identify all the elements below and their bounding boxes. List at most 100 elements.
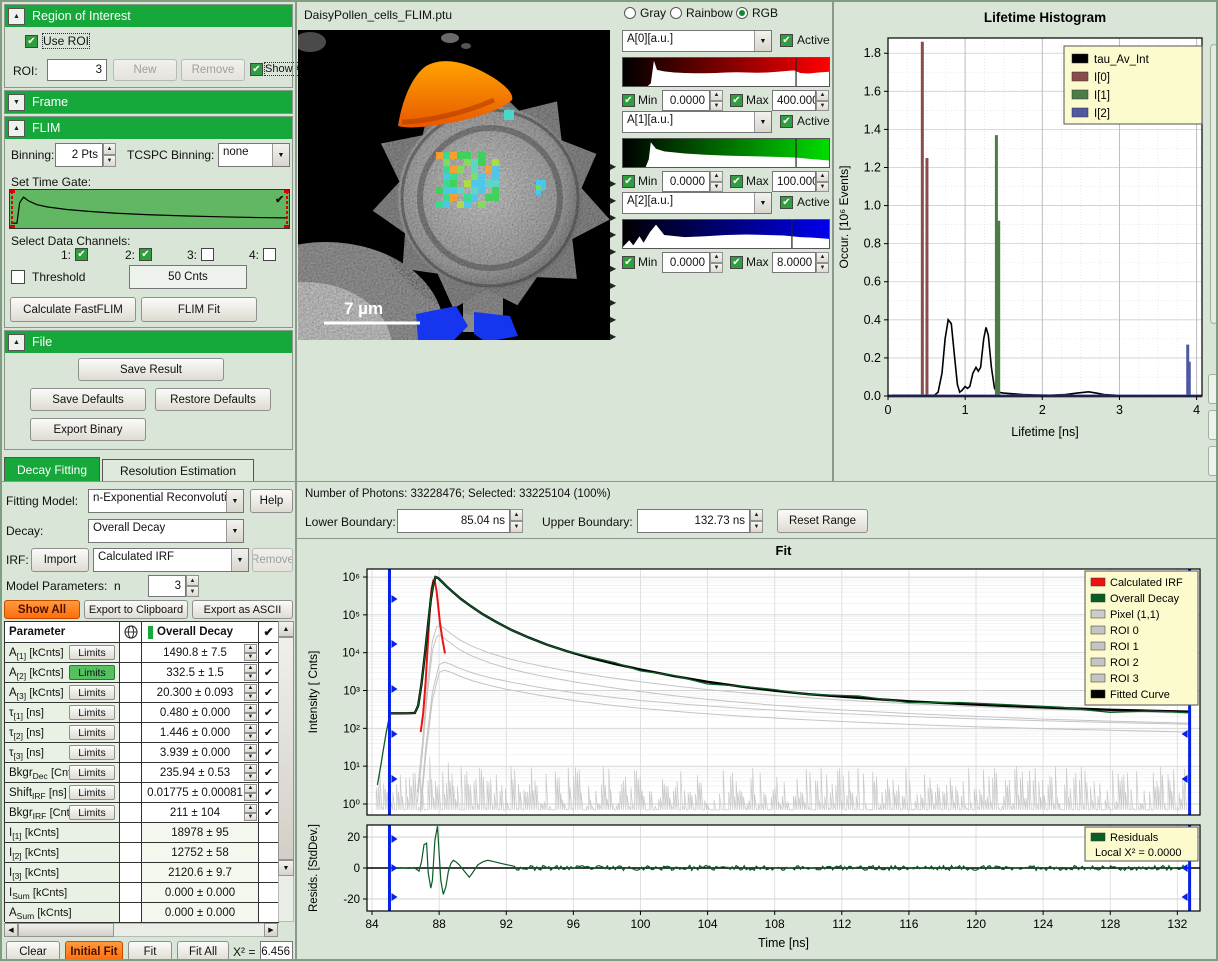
channel-0-max-field[interactable]: 400.000 [772,90,816,111]
roi-new-button[interactable]: New [113,59,177,81]
channel-1-max-checkbox[interactable]: ✔ [730,175,743,188]
channel-0-min-field[interactable]: 0.0000 [662,90,710,111]
fit-param-checkbox[interactable]: ✔ [259,683,279,703]
upper-boundary-spinner[interactable]: ▲ ▼ [750,509,763,533]
help-button[interactable]: Help [250,489,293,513]
channel-0-max-checkbox[interactable]: ✔ [730,94,743,107]
limits-button[interactable]: Limits [69,785,115,800]
splitter-arrow-icon[interactable]: ▶ [610,162,617,171]
restore-defaults-button[interactable]: Restore Defaults [155,388,271,411]
fit-button[interactable]: Fit [128,941,172,959]
data-channel-1-checkbox[interactable]: ✔ [75,248,88,261]
scroll-right-icon[interactable]: ▶ [264,923,278,937]
channel-2-min-spinner[interactable]: ▲ ▼ [710,252,723,273]
channel-1-active-checkbox[interactable]: ✔ [780,115,793,128]
collapse-icon[interactable]: ▲ [8,119,25,137]
fit-param-checkbox[interactable]: ✔ [259,723,279,743]
channel-1-max-field[interactable]: 100.000 [772,171,816,192]
fit-param-checkbox[interactable]: ✔ [259,763,279,783]
right-splitter-handle[interactable] [1210,44,1216,324]
save-defaults-button[interactable]: Save Defaults [30,388,146,411]
splitter-handle[interactable]: ▶ ▶ ▶ ▶ ▶ ▶ ▶ ▶ ▶ ▶ ▶ [610,162,620,352]
limits-button[interactable]: Limits [69,765,115,780]
splitter-arrow-icon[interactable]: ▶ [610,230,617,239]
value-spinner[interactable]: ▲ ▼ [244,804,257,821]
collapsed-panel-button[interactable] [1208,374,1216,404]
channel-2-max-field[interactable]: 8.0000 [772,252,816,273]
fit-param-checkbox[interactable]: ✔ [259,783,279,803]
data-channel-2-checkbox[interactable]: ✔ [139,248,152,261]
export-binary-button[interactable]: Export Binary [30,418,146,441]
limits-button[interactable]: Limits [69,725,115,740]
fit-param-checkbox[interactable]: ✔ [259,743,279,763]
channel-1-min-checkbox[interactable]: ✔ [622,175,635,188]
collapsed-panel-button[interactable] [1208,410,1216,440]
channel-0-active-checkbox[interactable]: ✔ [780,34,793,47]
mode-radio-gray[interactable] [624,7,636,19]
splitter-arrow-icon[interactable]: ▶ [610,179,617,188]
collapsed-panel-button[interactable] [1208,446,1216,476]
scroll-left-icon[interactable]: ◀ [4,923,18,937]
channel-2-select[interactable]: A[2][a.u.] ▼ [622,192,772,214]
value-spinner[interactable]: ▲ ▼ [244,724,257,741]
splitter-arrow-icon[interactable]: ▶ [610,332,617,341]
channel-2-max-spinner[interactable]: ▲ ▼ [816,252,829,273]
time-gate-widget[interactable]: ✔ [9,189,290,229]
irf-select[interactable]: Calculated IRF ▼ [93,548,249,572]
value-spinner[interactable]: ▲ ▼ [244,704,257,721]
splitter-arrow-icon[interactable]: ▶ [610,264,617,273]
binning-field[interactable]: 2 Pts [55,143,103,167]
upper-boundary-field[interactable]: 132.73 ns [637,509,750,533]
fit-param-checkbox[interactable]: ✔ [259,643,279,663]
flim-image[interactable]: 7 µm [208,30,610,418]
splitter-arrow-icon[interactable]: ▶ [610,213,617,222]
channel-0-histogram[interactable] [622,57,830,87]
limits-button[interactable]: Limits [69,805,115,820]
limits-button[interactable]: Limits [69,665,115,680]
calculate-fastflim-button[interactable]: Calculate FastFLIM [10,297,136,322]
channel-2-min-checkbox[interactable]: ✔ [622,256,635,269]
export-as-ascii-button[interactable]: Export as ASCII [192,600,293,619]
data-channel-4-checkbox[interactable] [263,248,276,261]
model-parameters-n-field[interactable]: 3 [148,575,186,597]
roi-remove-button[interactable]: Remove [181,59,245,81]
flim-fit-button[interactable]: FLIM Fit [141,297,257,322]
tcspc-binning-select[interactable]: none ▼ [218,143,290,167]
channel-1-max-spinner[interactable]: ▲ ▼ [816,171,829,192]
fitting-model-select[interactable]: n-Exponential Reconvolution ▼ [88,489,244,513]
mode-radio-rainbow[interactable] [670,7,682,19]
channel-2-active-checkbox[interactable]: ✔ [780,196,793,209]
roi-section-header[interactable]: ▲ Region of Interest [5,5,292,27]
fit-param-checkbox[interactable]: ✔ [259,803,279,823]
collapse-icon[interactable]: ▼ [8,93,25,111]
lower-boundary-spinner[interactable]: ▲ ▼ [510,509,523,533]
channel-0-max-spinner[interactable]: ▲ ▼ [816,90,829,111]
mode-radio-rgb[interactable] [736,7,748,19]
decay-select[interactable]: Overall Decay ▼ [88,519,244,543]
limits-button[interactable]: Limits [69,705,115,720]
value-spinner[interactable]: ▲ ▼ [244,764,257,781]
value-spinner[interactable]: ▲ ▼ [244,664,257,681]
value-spinner[interactable]: ▲ ▼ [244,644,257,661]
channel-1-min-field[interactable]: 0.0000 [662,171,710,192]
channel-2-histogram[interactable] [622,219,830,249]
lower-boundary-field[interactable]: 85.04 ns [397,509,510,533]
channel-2-max-checkbox[interactable]: ✔ [730,256,743,269]
channel-1-histogram[interactable] [622,138,830,168]
channel-1-min-spinner[interactable]: ▲ ▼ [710,171,723,192]
flim-section-header[interactable]: ▲ FLIM [5,117,292,139]
binning-spinner[interactable]: ▲ ▼ [103,143,116,167]
initial-fit-button[interactable]: Initial Fit [65,941,123,959]
model-parameters-n-spinner[interactable]: ▲ ▼ [186,575,199,597]
file-section-header[interactable]: ▲ File [5,331,292,353]
reset-range-button[interactable]: Reset Range [777,509,868,533]
table-vscroll-thumb[interactable] [278,637,294,860]
channel-0-select[interactable]: A[0][a.u.] ▼ [622,30,772,52]
threshold-value-field[interactable]: 50 Cnts [129,265,247,289]
fit-all-button[interactable]: Fit All [177,941,229,959]
value-spinner[interactable]: ▲ ▼ [244,684,257,701]
value-spinner[interactable]: ▲ ▼ [244,744,257,761]
data-channel-3-checkbox[interactable] [201,248,214,261]
channel-2-min-field[interactable]: 0.0000 [662,252,710,273]
fit-param-checkbox[interactable]: ✔ [259,663,279,683]
